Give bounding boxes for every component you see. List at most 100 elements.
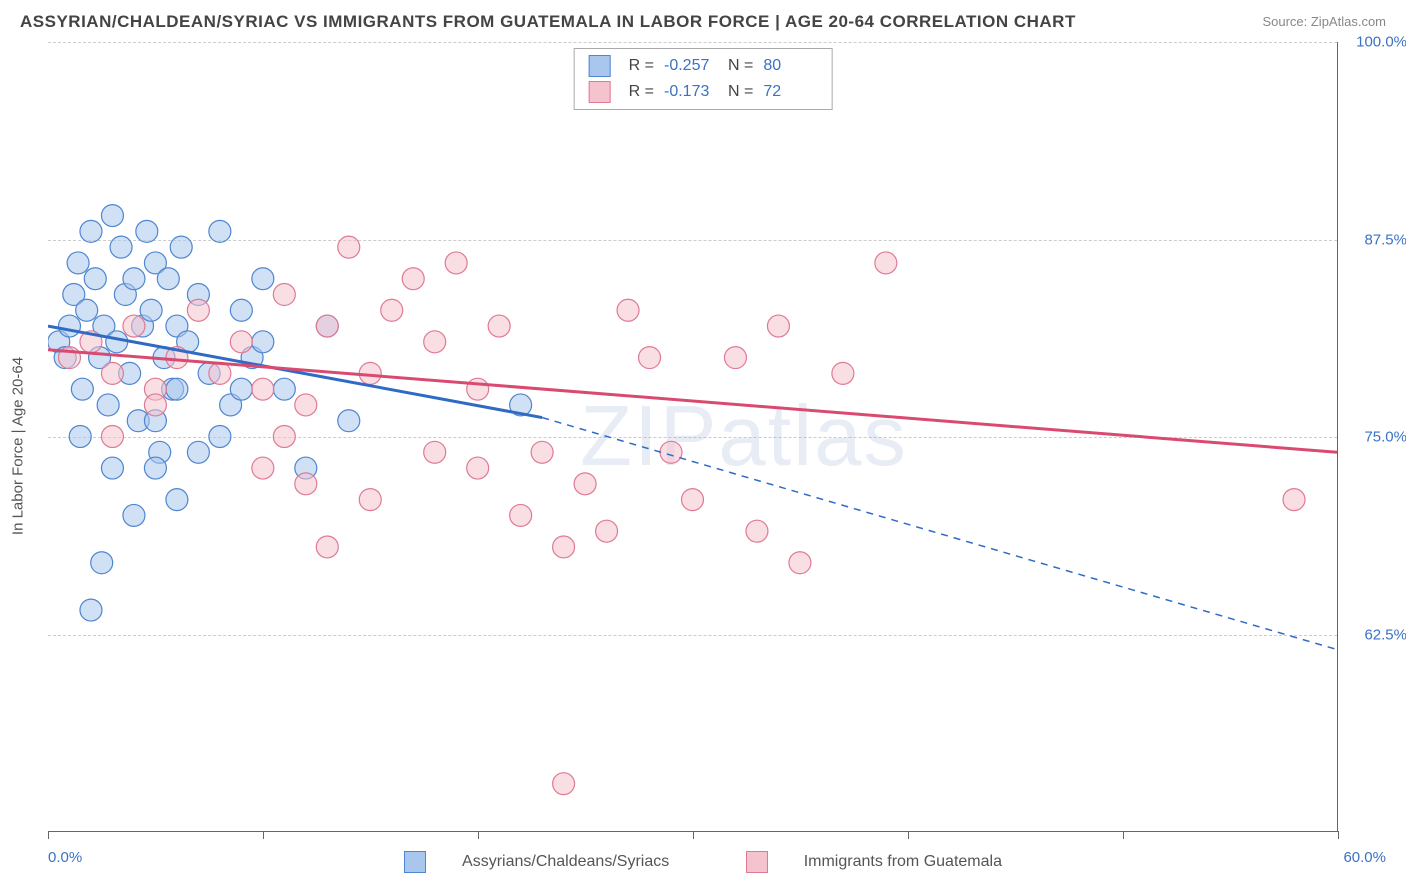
data-point xyxy=(488,315,510,337)
trend-line-extrapolated xyxy=(542,418,1337,650)
data-point xyxy=(875,252,897,274)
data-point xyxy=(252,331,274,353)
data-point xyxy=(80,599,102,621)
data-point xyxy=(144,394,166,416)
data-point xyxy=(144,457,166,479)
data-point xyxy=(467,378,489,400)
data-point xyxy=(252,268,274,290)
plot-area: ZIPatlas 62.5%75.0%87.5%100.0% xyxy=(48,42,1338,832)
data-point xyxy=(682,489,704,511)
data-point xyxy=(381,299,403,321)
data-point xyxy=(166,489,188,511)
data-point xyxy=(273,426,295,448)
x-max-label: 60.0% xyxy=(1343,849,1386,866)
data-point xyxy=(1283,489,1305,511)
xtick xyxy=(1338,831,1339,839)
data-point xyxy=(553,536,575,558)
swatch-series2 xyxy=(589,81,611,103)
data-point xyxy=(80,220,102,242)
data-point xyxy=(273,378,295,400)
ytick-label: 62.5% xyxy=(1347,626,1406,643)
data-point xyxy=(71,378,93,400)
ytick-label: 75.0% xyxy=(1347,429,1406,446)
data-point xyxy=(295,473,317,495)
data-point xyxy=(110,236,132,258)
data-point xyxy=(123,268,145,290)
swatch-series1-icon xyxy=(404,851,426,873)
data-point xyxy=(157,268,179,290)
data-point xyxy=(101,362,123,384)
data-point xyxy=(359,489,381,511)
data-point xyxy=(123,504,145,526)
xtick xyxy=(693,831,694,839)
data-point xyxy=(467,457,489,479)
data-point xyxy=(187,299,209,321)
data-point xyxy=(767,315,789,337)
y-axis-label: In Labor Force | Age 20-64 xyxy=(10,357,27,535)
x-min-label: 0.0% xyxy=(48,849,82,866)
data-point xyxy=(58,315,80,337)
xtick xyxy=(263,831,264,839)
data-point xyxy=(123,315,145,337)
ytick-label: 87.5% xyxy=(1347,231,1406,248)
data-point xyxy=(789,552,811,574)
data-point xyxy=(832,362,854,384)
legend-label-1: Assyrians/Chaldeans/Syriacs xyxy=(462,853,669,871)
data-point xyxy=(106,331,128,353)
data-point xyxy=(170,236,192,258)
data-point xyxy=(76,299,98,321)
data-point xyxy=(209,220,231,242)
data-point xyxy=(101,205,123,227)
data-point xyxy=(101,426,123,448)
data-point xyxy=(574,473,596,495)
chart-title: ASSYRIAN/CHALDEAN/SYRIAC VS IMMIGRANTS F… xyxy=(20,12,1076,32)
data-point xyxy=(273,283,295,305)
bottom-legend: Assyrians/Chaldeans/Syriacs Immigrants f… xyxy=(0,851,1406,878)
data-point xyxy=(445,252,467,274)
data-point xyxy=(316,315,338,337)
legend-row-series2: R =-0.173 N =72 xyxy=(589,79,818,105)
data-point xyxy=(660,441,682,463)
data-point xyxy=(424,331,446,353)
data-point xyxy=(166,378,188,400)
data-point xyxy=(338,410,360,432)
data-point xyxy=(69,426,91,448)
data-point xyxy=(724,347,746,369)
correlation-legend: R =-0.257 N =80 R =-0.173 N =72 xyxy=(574,48,833,110)
data-point xyxy=(252,378,274,400)
source-text: Source: ZipAtlas.com xyxy=(1262,14,1386,29)
data-point xyxy=(338,236,360,258)
xtick xyxy=(48,831,49,839)
data-point xyxy=(209,362,231,384)
data-point xyxy=(316,536,338,558)
data-point xyxy=(510,504,532,526)
data-point xyxy=(424,441,446,463)
data-point xyxy=(97,394,119,416)
data-point xyxy=(230,378,252,400)
legend-item-1: Assyrians/Chaldeans/Syriacs xyxy=(386,851,687,873)
data-point xyxy=(746,520,768,542)
data-point xyxy=(140,299,162,321)
swatch-series1 xyxy=(589,55,611,77)
xtick xyxy=(478,831,479,839)
data-point xyxy=(101,457,123,479)
data-point xyxy=(402,268,424,290)
data-point xyxy=(639,347,661,369)
data-point xyxy=(230,299,252,321)
data-point xyxy=(67,252,89,274)
data-point xyxy=(531,441,553,463)
data-point xyxy=(187,441,209,463)
swatch-series2-icon xyxy=(746,851,768,873)
data-point xyxy=(596,520,618,542)
data-point xyxy=(84,268,106,290)
xtick xyxy=(908,831,909,839)
data-point xyxy=(252,457,274,479)
data-point xyxy=(136,220,158,242)
data-point xyxy=(553,773,575,795)
data-point xyxy=(209,426,231,448)
xtick xyxy=(1123,831,1124,839)
data-point xyxy=(617,299,639,321)
data-point xyxy=(295,394,317,416)
data-point xyxy=(91,552,113,574)
legend-row-series1: R =-0.257 N =80 xyxy=(589,53,818,79)
